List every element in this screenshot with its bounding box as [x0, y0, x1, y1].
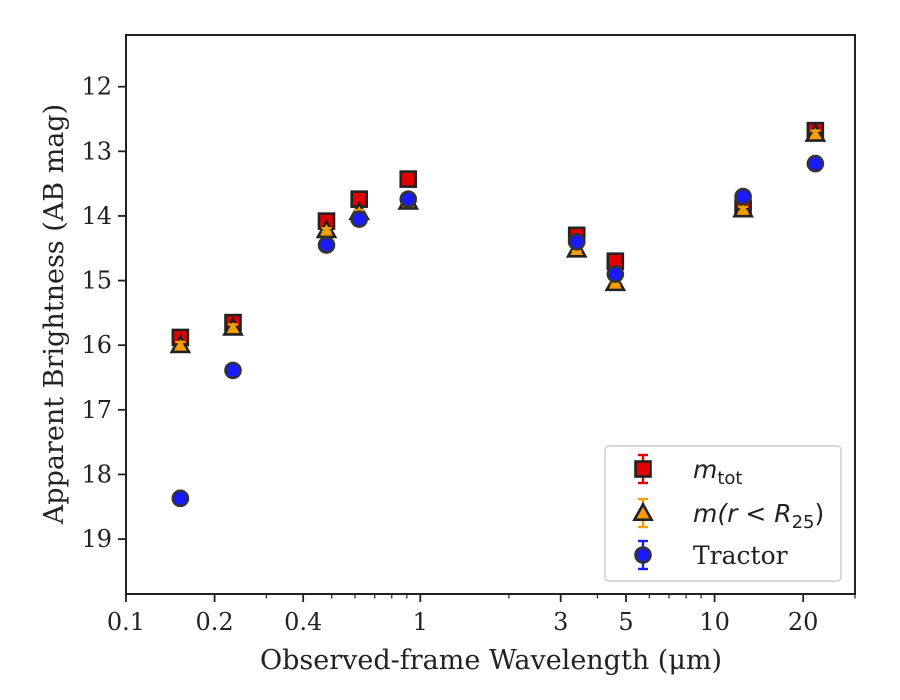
- series-square: [171, 121, 825, 347]
- y-tick-label: 13: [81, 137, 112, 165]
- y-tick-label: 15: [81, 267, 112, 295]
- y-tick-label: 19: [81, 525, 112, 553]
- legend-marker-triangle: [632, 501, 654, 522]
- points-layer: [169, 121, 827, 508]
- x-tick-label: 3: [553, 608, 568, 636]
- x-tick-label: 5: [618, 608, 633, 636]
- y-axis-title: Apparent Brightness (AB mag): [39, 104, 70, 525]
- x-tick-label: 0.1: [107, 608, 145, 636]
- legend-marker-circle: [634, 546, 652, 564]
- legend-label: m(r < R25): [693, 499, 824, 533]
- x-tick-label: 20: [788, 608, 819, 636]
- plot-frame: [125, 34, 856, 595]
- series-circle: [171, 154, 825, 508]
- y-tick-label: 17: [81, 396, 112, 424]
- y-tick-label: 14: [81, 202, 112, 230]
- y-tick-label: 16: [81, 331, 112, 359]
- legend-label: mtot: [693, 455, 743, 489]
- x-tick-label: 10: [699, 608, 730, 636]
- x-tick-label: 0.2: [196, 608, 234, 636]
- y-tick-label: 18: [81, 460, 112, 488]
- legend-marker-square: [634, 460, 652, 478]
- series-triangle: [169, 122, 827, 354]
- x-axis-title: Observed-frame Wavelength (μm): [260, 645, 722, 676]
- legend: mtot m(r < R25) Tractor: [604, 445, 842, 582]
- y-tick-label: 12: [81, 73, 112, 101]
- legend-label: Tractor: [693, 541, 788, 570]
- x-tick-label: 1: [413, 608, 428, 636]
- plot-frame-layer: [125, 34, 856, 595]
- legend-box: [604, 445, 842, 582]
- x-tick-label: 0.4: [284, 608, 322, 636]
